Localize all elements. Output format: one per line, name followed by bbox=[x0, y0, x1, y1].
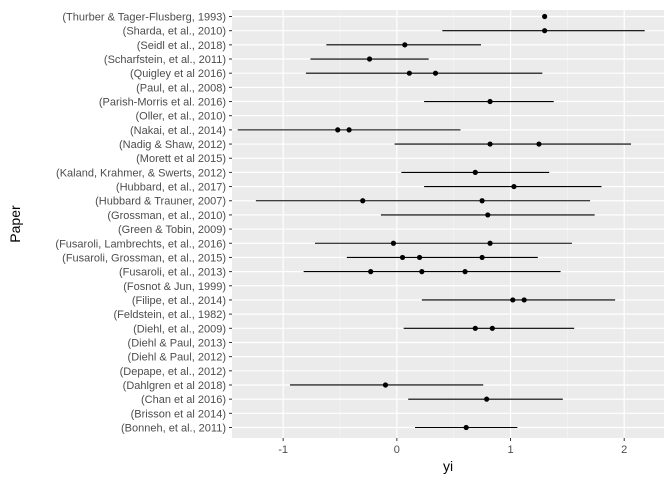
y-tick-label: (Oller, et al., 2010) bbox=[136, 111, 227, 123]
point-marker bbox=[484, 396, 490, 402]
y-tick-label: (Morett et al 2015) bbox=[136, 153, 226, 165]
y-tick-label: (Sharda, et al., 2010) bbox=[123, 26, 226, 38]
point-marker bbox=[536, 141, 542, 147]
x-axis: -1 0 1 2 bbox=[278, 438, 627, 456]
x-axis-title: yi bbox=[443, 458, 453, 474]
y-tick-label: (Feldstein, et al., 1982) bbox=[113, 309, 226, 321]
point-marker bbox=[463, 424, 469, 431]
y-tick-label: (Filipe, et al., 2014) bbox=[132, 295, 226, 307]
point-marker bbox=[487, 141, 493, 147]
point-marker bbox=[479, 198, 485, 204]
minor-gridlines bbox=[339, 10, 568, 438]
point-marker bbox=[479, 254, 485, 261]
point-marker bbox=[402, 42, 408, 48]
point-marker bbox=[521, 297, 527, 303]
y-tick-label: (Diehl, et al., 2009) bbox=[133, 323, 226, 335]
y-tick-label: (Parish-Morris et al. 2016) bbox=[99, 97, 226, 109]
point-marker bbox=[432, 70, 439, 76]
point-marker bbox=[399, 254, 406, 261]
point-marker bbox=[487, 240, 493, 246]
point-marker bbox=[472, 169, 478, 175]
x-tick-label: 1 bbox=[507, 444, 513, 456]
plot-panel bbox=[232, 10, 664, 438]
point-marker bbox=[390, 240, 397, 246]
point-marker bbox=[542, 28, 548, 34]
point-marker bbox=[346, 127, 352, 133]
point-marker bbox=[335, 127, 341, 133]
y-axis-title: Paper bbox=[7, 205, 23, 243]
point-marker bbox=[360, 198, 366, 204]
y-tick-label: (Thurber & Tager-Flusberg, 1993) bbox=[62, 12, 226, 24]
point-marker bbox=[419, 269, 425, 275]
x-tick-label: -1 bbox=[278, 444, 288, 456]
y-tick-label: (Fusaroli, et al., 2013) bbox=[119, 267, 226, 279]
point-marker bbox=[368, 269, 374, 275]
point-markers bbox=[335, 13, 548, 431]
y-axis: (Thurber & Tager-Flusberg, 1993) (Sharda,… bbox=[55, 12, 232, 435]
point-marker bbox=[542, 13, 548, 20]
y-tick-label: (Bonneh, et al., 2011) bbox=[121, 423, 226, 435]
y-tick-label: (Dahlgren et al 2018) bbox=[123, 380, 226, 392]
y-tick-label: (Scharfstein, et al., 2011) bbox=[104, 54, 226, 66]
y-tick-label: (Fusaroli, Lambrechts, et al., 2016) bbox=[55, 238, 226, 250]
y-tick-label: (Kaland, Krahmer, & Swerts, 2012) bbox=[56, 167, 226, 179]
point-marker bbox=[510, 297, 516, 303]
y-tick-label: (Hubbard & Trauner, 2007) bbox=[95, 196, 226, 208]
y-tick-label: (Diehl & Paul, 2013) bbox=[128, 337, 226, 349]
y-tick-label: (Diehl & Paul, 2012) bbox=[128, 352, 226, 364]
y-tick-label: (Chan et al 2016) bbox=[141, 394, 226, 406]
y-tick-label: (Paul, et al., 2008) bbox=[136, 82, 226, 94]
point-marker bbox=[485, 212, 491, 218]
y-tick-label: (Depape, et al., 2012) bbox=[120, 366, 226, 378]
point-marker bbox=[511, 183, 517, 190]
y-tick-label: (Brisson et al 2014) bbox=[131, 408, 226, 420]
point-marker bbox=[366, 56, 373, 62]
y-tick-label: (Quigley et al 2016) bbox=[130, 68, 226, 80]
y-tick-label: (Nadig & Shaw, 2012) bbox=[119, 139, 226, 151]
point-marker bbox=[382, 382, 389, 388]
y-tick-label: (Fusaroli, Grossman, et al., 2015) bbox=[62, 252, 226, 264]
point-marker bbox=[489, 325, 495, 331]
point-marker bbox=[462, 269, 468, 275]
point-marker bbox=[416, 254, 423, 261]
y-tick-label: (Seidl et al., 2018) bbox=[137, 40, 226, 52]
x-tick-label: 2 bbox=[621, 444, 627, 456]
y-tick-label: (Fosnot & Jun, 1999) bbox=[123, 281, 226, 293]
y-tick-label: (Nakai, et al., 2014) bbox=[130, 125, 226, 137]
y-tick-label: (Green & Tobin, 2009) bbox=[118, 224, 226, 236]
point-marker bbox=[487, 98, 493, 105]
x-tick-label: 0 bbox=[394, 444, 400, 456]
point-marker bbox=[472, 325, 478, 331]
y-tick-label: (Hubbard, et al., 2017) bbox=[116, 182, 226, 194]
point-marker bbox=[406, 70, 412, 76]
y-tick-label: (Grossman, et al., 2010) bbox=[107, 210, 226, 222]
